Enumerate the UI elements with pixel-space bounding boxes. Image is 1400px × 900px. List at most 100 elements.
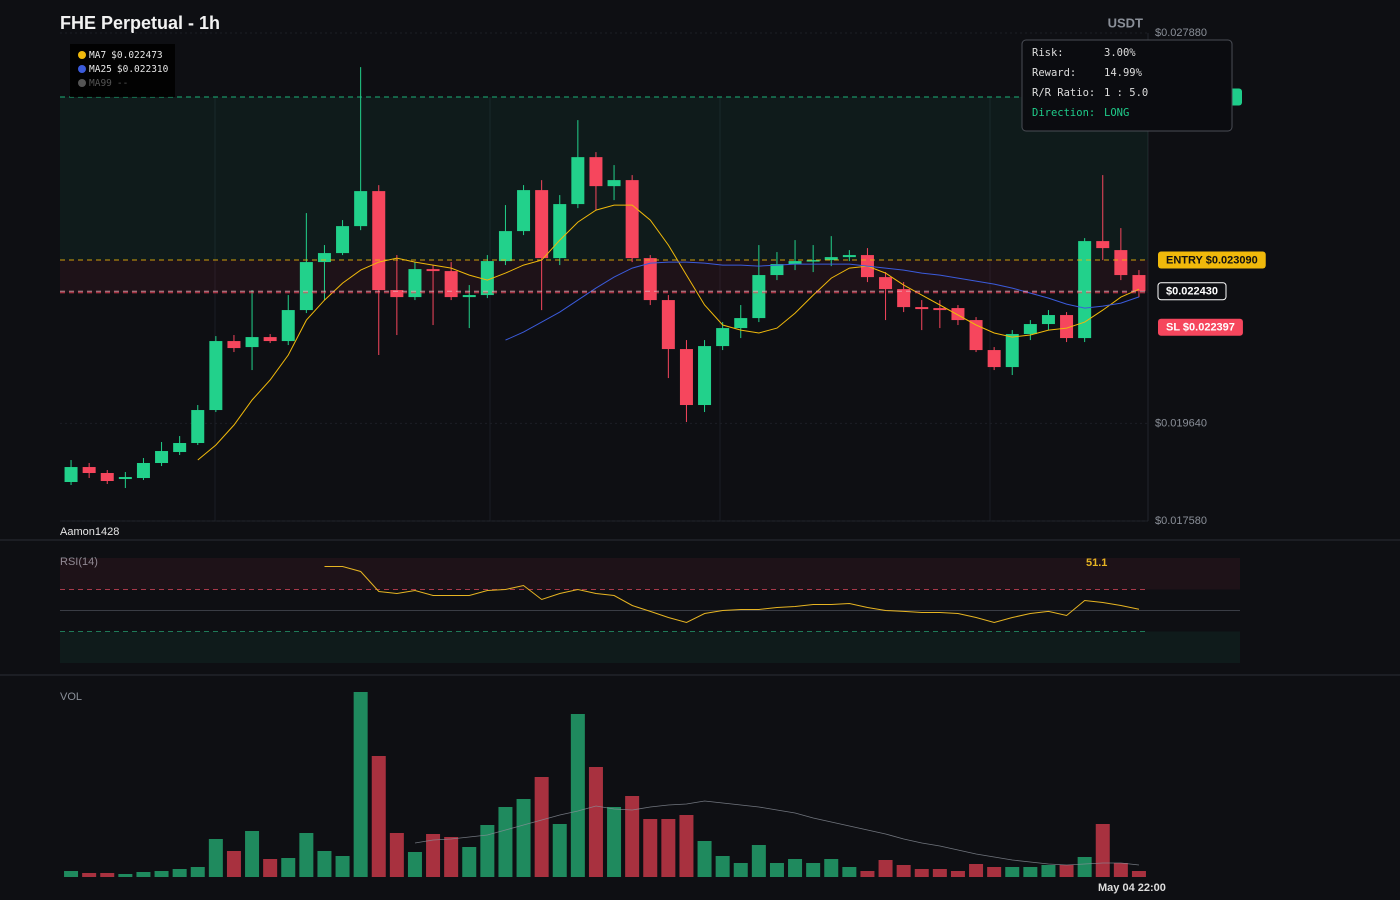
volume-bar	[1131, 871, 1146, 877]
legend-entry: MA7 $0.022473	[89, 50, 163, 61]
ma-line	[197, 204, 1140, 461]
candle-body	[698, 346, 712, 406]
candle-body	[480, 261, 494, 296]
legend-swatch	[78, 65, 86, 73]
candle-body	[263, 337, 277, 342]
candle-body	[64, 467, 78, 483]
watermark: Aamon1428	[60, 526, 119, 538]
volume-bar	[226, 851, 241, 877]
unit-label: USDT	[1108, 15, 1143, 30]
candle-body	[806, 260, 820, 262]
volume-bar	[82, 873, 97, 877]
candle-body	[571, 157, 585, 205]
volume-bar	[480, 825, 495, 877]
volume-bar	[824, 859, 839, 877]
candle-body	[372, 191, 386, 291]
y-tick-label: $0.019640	[1155, 417, 1207, 429]
volume-bar	[570, 714, 585, 877]
candle-body	[317, 253, 331, 263]
volume-bar	[389, 833, 404, 877]
candle-body	[770, 264, 784, 276]
volume-bar	[987, 867, 1002, 877]
volume-bar	[407, 852, 422, 877]
candle-body	[209, 341, 223, 411]
legend-name: MA7	[89, 50, 106, 61]
legend-name: MA99	[89, 78, 112, 89]
volume-bar	[100, 873, 115, 877]
candle-body	[1096, 241, 1110, 249]
legend-value: $0.022310	[117, 64, 169, 75]
level-badge	[1157, 282, 1227, 301]
volume-bar	[299, 833, 314, 877]
volume-bar	[1059, 865, 1074, 877]
candle-body	[679, 349, 693, 406]
info-label: Reward:	[1032, 67, 1076, 79]
candle-body	[245, 337, 259, 348]
candle-body	[625, 180, 639, 259]
volume-bar	[335, 856, 350, 877]
candle-body	[227, 341, 241, 349]
candle-body	[336, 226, 350, 254]
volume-bar	[878, 860, 893, 877]
volume-bar	[516, 799, 531, 877]
volume-bar	[353, 692, 368, 877]
level-badge-label: $0.022430	[1166, 286, 1218, 298]
info-value: LONG	[1104, 107, 1129, 119]
legend-value: $0.022473	[111, 50, 162, 61]
volume-bar	[1077, 857, 1092, 877]
info-panel	[1021, 39, 1233, 132]
candle-body	[281, 310, 295, 342]
candle-body	[118, 477, 132, 480]
info-label: Direction:	[1032, 107, 1095, 119]
candle-body	[354, 191, 368, 227]
y-tick-label: $0.027880	[1155, 27, 1207, 39]
volume-bar	[136, 872, 151, 877]
volume-bar	[697, 841, 712, 877]
candle-body	[535, 190, 549, 259]
candle-body	[879, 277, 893, 290]
legend-value: --	[117, 78, 128, 89]
volume-bar	[932, 869, 947, 877]
volume-bar	[1005, 867, 1020, 877]
volume-bar	[1095, 824, 1110, 877]
volume-bar	[806, 863, 821, 877]
volume-bar	[190, 867, 205, 877]
candle-body	[915, 307, 929, 310]
level-badge	[1158, 251, 1266, 269]
zone	[60, 96, 1148, 260]
candle-body	[951, 308, 965, 321]
volume-bar	[263, 859, 278, 877]
info-label: Risk:	[1032, 47, 1064, 59]
volume-bar	[842, 867, 857, 877]
candle-body	[408, 269, 422, 298]
volume-bar	[462, 847, 477, 877]
volume-bar	[715, 856, 730, 877]
volume-title: VOL	[60, 691, 82, 703]
volume-bar	[661, 819, 676, 877]
level-badge-group: $0.022430	[1157, 282, 1227, 301]
volume-bar	[625, 796, 640, 877]
candle-body	[426, 269, 440, 272]
volume-bar	[444, 837, 459, 877]
candle-body	[987, 350, 1001, 368]
volume-bar	[896, 865, 911, 877]
legend-entry: MA25 $0.022310	[89, 64, 169, 75]
info-value: 14.99%	[1104, 67, 1143, 79]
candle-body	[643, 258, 657, 301]
candle-body	[788, 261, 802, 265]
volume-bar	[317, 851, 332, 877]
volume-bar	[769, 863, 784, 877]
level-badge-group: SL $0.022397	[1158, 318, 1243, 336]
candle-body	[824, 257, 838, 261]
zone	[60, 259, 1148, 293]
volume-bar	[1041, 865, 1056, 877]
volume-bar	[679, 815, 694, 877]
candle-body	[1023, 324, 1037, 335]
candle-body	[1005, 334, 1019, 368]
legend-swatch	[78, 51, 86, 59]
candle-body	[173, 443, 187, 453]
x-tick-label: May 04 22:00	[1098, 882, 1166, 894]
